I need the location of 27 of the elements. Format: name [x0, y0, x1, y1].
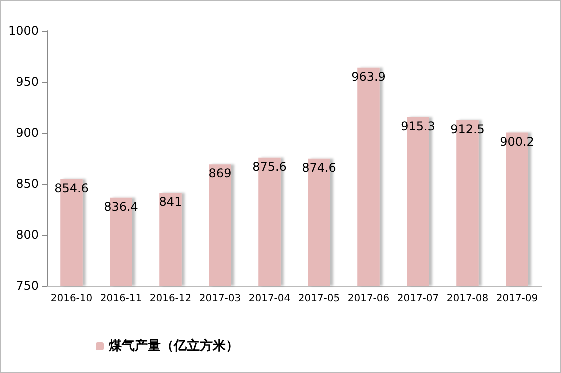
data-label: 912.5 [450, 122, 485, 136]
x-tick-label: 2017-03 [199, 294, 242, 304]
y-tick-label: 750 [16, 279, 39, 293]
x-tick-label: 2016-12 [150, 294, 192, 304]
y-tick-label: 1000 [8, 24, 39, 38]
x-tick-label: 2017-07 [397, 294, 440, 304]
x-tick-label: 2016-11 [100, 294, 142, 304]
x-tick-label: 2016-10 [50, 294, 93, 304]
x-tick-label: 2017-06 [348, 294, 390, 304]
data-label: 963.9 [352, 70, 386, 84]
x-tick-label: 2017-08 [446, 294, 489, 304]
data-label: 854.6 [54, 181, 89, 196]
data-label: 836.4 [104, 200, 138, 214]
data-label: 874.6 [302, 160, 336, 175]
data-label: 900.2 [500, 134, 534, 149]
x-tick-label: 2017-05 [298, 294, 340, 304]
y-tick-label: 850 [16, 177, 39, 191]
data-label: 869 [208, 166, 232, 181]
y-tick-label: 900 [16, 126, 39, 140]
y-tick-label: 800 [16, 228, 39, 242]
x-tick-label: 2017-04 [248, 294, 291, 304]
data-label: 841 [159, 195, 182, 210]
y-tick-label: 950 [16, 75, 39, 89]
legend-label: 煤气产量（亿立方米） [108, 338, 239, 354]
data-label: 915.3 [401, 119, 436, 134]
x-tick-label: 2017-09 [496, 294, 538, 304]
data-label: 875.6 [252, 160, 287, 174]
